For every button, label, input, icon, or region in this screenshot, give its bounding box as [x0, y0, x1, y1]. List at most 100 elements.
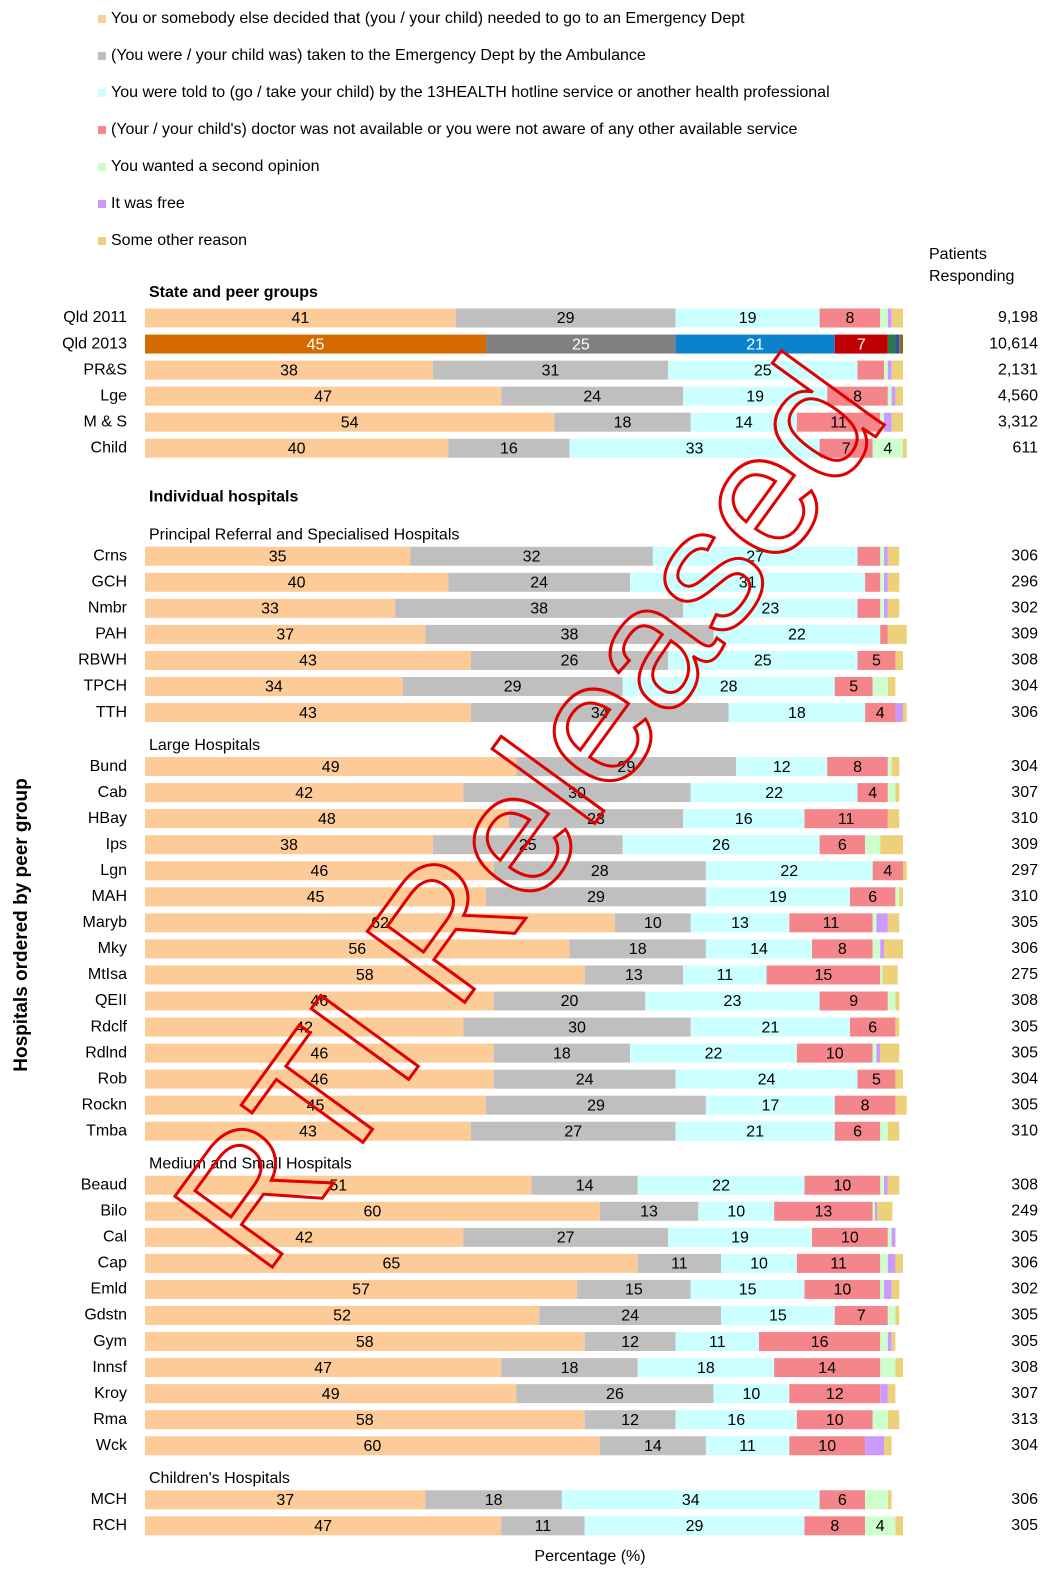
bar-segment — [145, 308, 456, 328]
value-label: 26 — [561, 653, 579, 670]
bar-segment — [895, 783, 900, 803]
value-label: 28 — [591, 863, 609, 880]
value-label: 28 — [720, 679, 738, 696]
bar-segment — [887, 360, 892, 380]
value-label: 6 — [838, 837, 847, 854]
bar-segment — [789, 913, 873, 933]
patients: 306 — [1011, 547, 1038, 564]
bar-segment — [637, 1175, 805, 1195]
value-label: 19 — [746, 388, 764, 405]
value-label: 13 — [731, 915, 749, 932]
value-label: 29 — [587, 889, 605, 906]
value-label: 30 — [568, 785, 586, 802]
value-label: 13 — [815, 1204, 833, 1221]
row-label: QEII — [95, 992, 127, 1009]
value-label: 56 — [348, 941, 366, 958]
bar-segment — [455, 308, 676, 328]
bar-segment — [728, 703, 866, 723]
bar-segment — [865, 1490, 888, 1510]
bar-segment — [584, 1332, 676, 1352]
value-label: 5 — [849, 679, 858, 696]
legend-swatch — [98, 126, 106, 134]
bar-segment — [895, 650, 903, 670]
bar-segment — [895, 1069, 903, 1089]
value-label: 29 — [557, 310, 575, 327]
bar-segment — [903, 861, 907, 881]
bar-segment — [690, 1017, 850, 1037]
bar-segment — [470, 703, 729, 723]
bar-segment — [880, 1384, 888, 1404]
patients: 611 — [1012, 439, 1038, 456]
bar-segment — [895, 703, 903, 723]
bar-segment — [887, 1410, 900, 1430]
value-label: 47 — [314, 1518, 332, 1535]
row-label: Lge — [100, 387, 127, 404]
bar-segment — [857, 598, 881, 618]
bar-segment — [857, 360, 885, 380]
value-label: 7 — [857, 1308, 866, 1325]
bar-segment — [865, 572, 881, 592]
value-label: 46 — [310, 993, 328, 1010]
row-label: TPCH — [83, 678, 127, 695]
bar-segment — [645, 991, 820, 1011]
value-label: 8 — [830, 1518, 839, 1535]
bar-segment — [887, 1384, 896, 1404]
bar-segment — [774, 1358, 881, 1378]
bar-segment — [145, 809, 509, 829]
group-title: Children's Hospitals — [149, 1470, 290, 1487]
value-label: 11 — [838, 811, 855, 828]
bar-segment — [561, 1490, 820, 1510]
bar-segment — [849, 1017, 896, 1037]
value-label: 10 — [644, 915, 662, 932]
bar-segment — [683, 598, 858, 618]
bar-segment — [872, 1043, 877, 1063]
bar-segment — [705, 887, 850, 907]
bar-segment — [796, 1043, 873, 1063]
value-label: 19 — [769, 889, 787, 906]
value-label: 40 — [288, 575, 306, 592]
value-label: 11 — [823, 915, 840, 932]
bar-segment — [819, 1490, 866, 1510]
bar-segment — [789, 1384, 881, 1404]
bar-segment — [891, 1332, 896, 1352]
legend-label: (You were / your child was) taken to the… — [111, 47, 646, 64]
patients: 305 — [1011, 1229, 1038, 1246]
bar-segment — [448, 572, 631, 592]
bar-segment — [880, 1175, 885, 1195]
bar-segment — [891, 1279, 900, 1299]
bar-segment — [887, 1175, 900, 1195]
value-label: 34 — [265, 679, 283, 696]
legend-label: You or somebody else decided that (you /… — [111, 10, 745, 27]
bar-segment — [425, 624, 714, 644]
patients: 307 — [1011, 784, 1038, 801]
row-label: Crns — [93, 547, 127, 564]
row-label: Kroy — [94, 1385, 127, 1402]
bar-segment — [675, 334, 835, 354]
value-label: 8 — [845, 310, 854, 327]
value-label: 12 — [826, 1386, 844, 1403]
bar-segment — [880, 546, 885, 566]
bar-segment — [599, 1436, 706, 1456]
bar-segment — [145, 1358, 502, 1378]
bar-segment — [145, 546, 411, 566]
value-label: 11 — [830, 1256, 847, 1273]
bar-segment — [827, 757, 888, 777]
value-label: 47 — [314, 388, 332, 405]
row-label: Bilo — [100, 1203, 127, 1220]
value-label: 43 — [299, 1123, 317, 1140]
bar-segment — [895, 1253, 903, 1273]
bar-segment — [812, 939, 873, 959]
bar-segment — [891, 360, 903, 380]
value-label: 19 — [731, 1230, 749, 1247]
bar-segment — [705, 939, 813, 959]
patients: 307 — [1011, 1385, 1038, 1402]
patients: 4,560 — [998, 387, 1038, 404]
row-label: Maryb — [83, 914, 128, 931]
bar-segment — [884, 598, 888, 618]
value-label: 24 — [576, 1071, 594, 1088]
bar-segment — [698, 1201, 775, 1221]
bar-segment — [145, 965, 585, 985]
legend-swatch — [98, 15, 106, 23]
bar-segment — [796, 1410, 873, 1430]
bar-segment — [887, 1227, 892, 1247]
